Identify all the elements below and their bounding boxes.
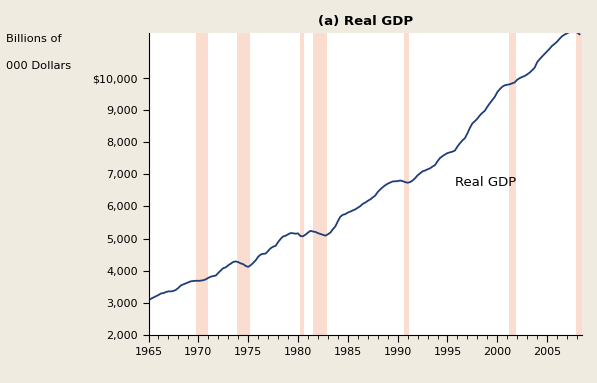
Bar	[404, 33, 410, 335]
Bar	[509, 33, 516, 335]
Text: Real GDP: Real GDP	[456, 176, 516, 188]
Bar	[238, 33, 250, 335]
Bar	[313, 33, 327, 335]
Title: (a) Real GDP: (a) Real GDP	[318, 15, 413, 28]
Bar	[196, 33, 208, 335]
Text: Billions of: Billions of	[6, 34, 61, 44]
Text: 000 Dollars: 000 Dollars	[6, 61, 71, 71]
Bar	[300, 33, 304, 335]
Bar	[576, 33, 589, 335]
